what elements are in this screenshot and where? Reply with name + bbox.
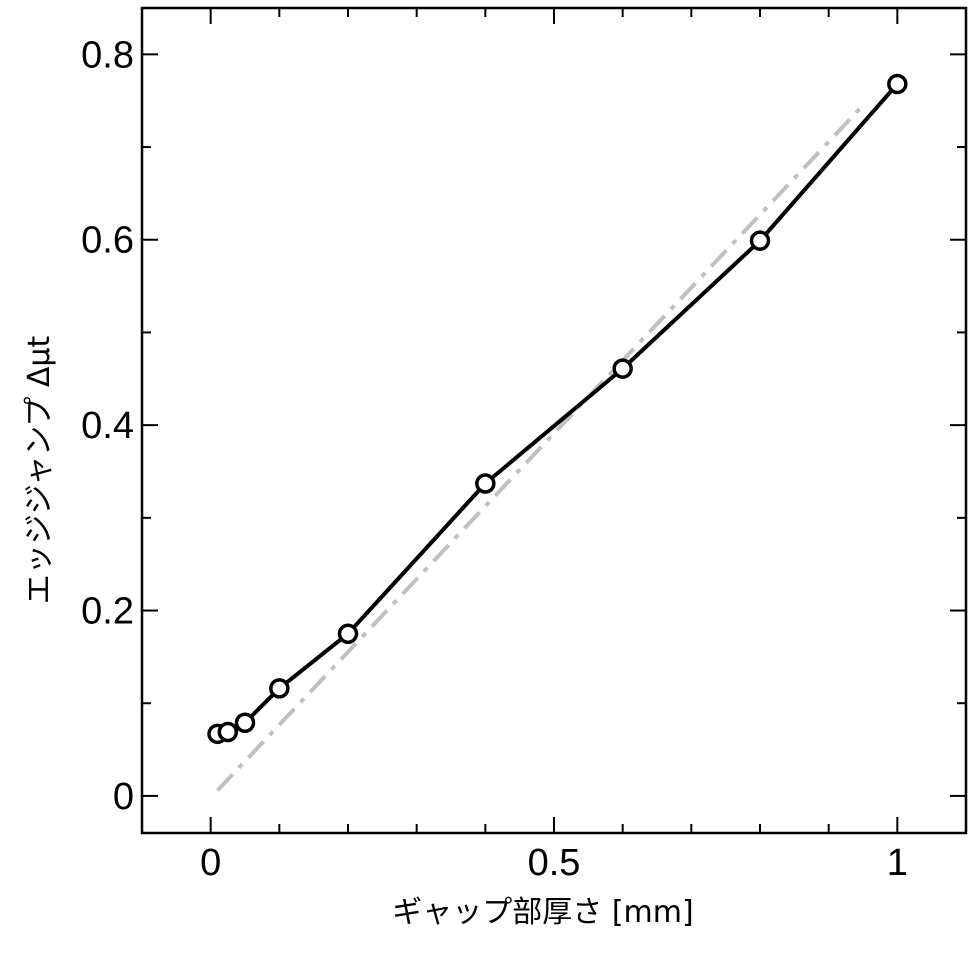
data-point (475, 473, 496, 494)
axis-ticks (142, 8, 966, 833)
plot-frame (140, 6, 968, 835)
y-tick-label: 0 (113, 776, 134, 818)
data-point (749, 230, 771, 251)
x-tick-label: 0 (200, 842, 221, 884)
y-tick-label: 0.2 (81, 591, 134, 633)
y-axis-label: エッジジャンプ Δμt (22, 336, 57, 605)
x-tick-label: 0.5 (528, 842, 581, 884)
data-point (612, 358, 633, 379)
data-point (234, 712, 256, 733)
fit-line (216, 103, 865, 792)
tick-labels: 0 0.5 1 0 0.2 0.4 0.6 0.8 (81, 34, 908, 884)
y-tick-label: 0.8 (81, 34, 134, 76)
data-point (217, 721, 239, 743)
y-tick-label: 0.4 (81, 405, 134, 447)
x-tick-label: 1 (887, 842, 908, 884)
data-point (887, 73, 908, 95)
x-axis-label: ギャップ部厚さ [mm] (392, 895, 693, 930)
series-layer (207, 73, 908, 792)
y-tick-label: 0.6 (81, 220, 134, 262)
data-point (269, 678, 290, 699)
data-point (337, 623, 359, 644)
data-series-line (217, 82, 899, 736)
